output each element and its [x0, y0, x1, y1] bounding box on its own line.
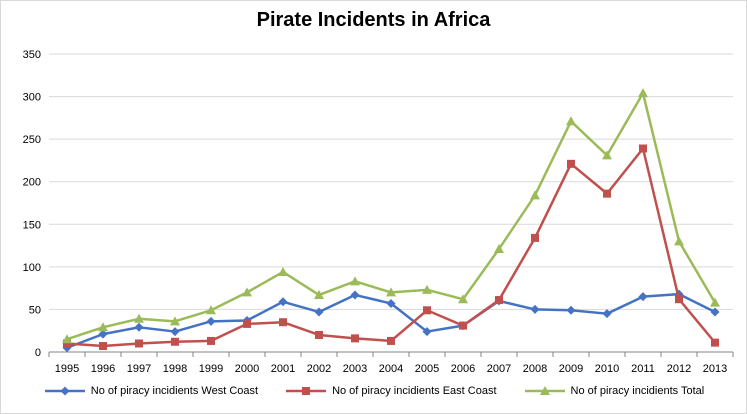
data-point-series-3	[422, 284, 432, 294]
data-point-series-3	[62, 334, 72, 344]
data-point-series-2	[171, 337, 179, 346]
data-point-series-1	[422, 327, 432, 337]
data-point-series-2	[531, 233, 539, 242]
y-tick-label: 100	[23, 262, 41, 274]
x-tick-label: 1997	[127, 363, 151, 375]
data-point-series-2	[423, 306, 431, 315]
data-point-series-1	[98, 329, 108, 339]
x-tick-label: 2008	[523, 363, 547, 375]
legend-key-1	[44, 386, 85, 396]
data-point-series-2	[243, 319, 251, 328]
legend-key-marker	[60, 386, 70, 396]
x-tick-label: 2006	[451, 363, 475, 375]
x-tick-label: 1999	[199, 363, 223, 375]
legend-label: No of piracy incidients West Coast	[90, 385, 259, 397]
x-tick-label: 1998	[163, 363, 187, 375]
data-point-series-3	[350, 276, 360, 286]
legend-item-2: No of piracy incidients East Coast	[284, 384, 497, 398]
data-point-series-3	[602, 150, 612, 160]
legend-key-marker	[302, 387, 311, 395]
data-point-series-2	[315, 330, 323, 339]
data-point-series-2	[63, 339, 71, 348]
x-tick-label: 1995	[55, 363, 79, 375]
x-tick-label: 2001	[271, 363, 295, 375]
y-tick-label: 350	[23, 49, 41, 61]
data-point-series-2	[387, 336, 395, 345]
data-point-series-3	[386, 287, 396, 297]
x-tick-label: 2002	[307, 363, 331, 375]
data-point-series-3	[242, 287, 252, 297]
chart-legend: No of piracy incidients West Coast No of …	[1, 384, 746, 398]
x-tick-label: 2009	[559, 363, 583, 375]
data-point-series-2	[99, 342, 107, 351]
data-point-series-2	[279, 318, 287, 327]
legend-label: No of piracy incidients East Coast	[332, 385, 497, 397]
x-tick-label: 2013	[703, 363, 727, 375]
data-point-series-3	[170, 316, 180, 326]
x-tick-label: 2003	[343, 363, 367, 375]
data-point-series-1	[386, 298, 396, 308]
data-point-series-3	[566, 116, 576, 126]
data-point-series-1	[566, 305, 576, 315]
data-point-series-3	[278, 266, 288, 276]
y-tick-label: 250	[23, 134, 41, 146]
legend-key-2	[286, 387, 327, 395]
data-point-series-2	[459, 321, 467, 330]
data-point-series-3	[638, 88, 648, 98]
data-point-series-2	[675, 295, 683, 304]
x-tick-label: 2005	[415, 363, 439, 375]
data-point-series-3	[674, 236, 684, 246]
x-tick-label: 2010	[595, 363, 619, 375]
data-point-series-3	[314, 289, 324, 299]
data-point-series-2	[567, 159, 575, 168]
x-tick-label: 2004	[379, 363, 403, 375]
legend-item-3: No of piracy incidients Total	[523, 384, 705, 398]
data-point-series-3	[98, 322, 108, 332]
y-tick-label: 300	[23, 92, 41, 104]
data-point-series-1	[710, 307, 720, 317]
data-point-series-3	[458, 294, 468, 304]
legend-item-1: No of piracy incidients West Coast	[43, 384, 258, 398]
data-point-series-1	[314, 307, 324, 317]
series-line-2	[66, 147, 716, 348]
legend-label: No of piracy incidients Total	[570, 385, 705, 397]
data-point-series-3	[530, 190, 540, 200]
data-point-series-2	[135, 339, 143, 348]
data-point-series-2	[495, 296, 503, 305]
data-point-series-1	[170, 327, 180, 337]
data-point-series-2	[351, 334, 359, 343]
x-tick-label: 2011	[631, 363, 655, 375]
y-tick-label: 0	[35, 347, 41, 359]
y-tick-label: 150	[23, 219, 41, 231]
data-point-series-1	[530, 304, 540, 314]
data-point-series-1	[206, 316, 216, 326]
y-tick-label: 50	[29, 304, 41, 316]
x-tick-label: 2012	[667, 363, 691, 375]
data-point-series-1	[278, 297, 288, 307]
legend-key-marker	[539, 386, 550, 395]
chart-title: Pirate Incidents in Africa	[256, 9, 491, 31]
data-point-series-2	[207, 336, 215, 345]
data-point-series-3	[710, 297, 720, 307]
data-point-series-1	[134, 322, 144, 332]
data-point-series-1	[602, 309, 612, 319]
data-point-series-3	[494, 243, 504, 253]
data-point-series-1	[638, 292, 648, 302]
data-point-series-1	[350, 290, 360, 300]
data-point-series-3	[134, 313, 144, 323]
x-tick-label: 1996	[91, 363, 115, 375]
x-tick-label: 2007	[487, 363, 511, 375]
legend-key-3	[524, 386, 565, 395]
data-point-series-2	[603, 189, 611, 198]
data-point-series-2	[639, 144, 647, 153]
data-point-series-3	[206, 305, 216, 315]
x-tick-label: 2000	[235, 363, 259, 375]
data-point-series-2	[711, 338, 719, 347]
y-tick-label: 200	[23, 177, 41, 189]
